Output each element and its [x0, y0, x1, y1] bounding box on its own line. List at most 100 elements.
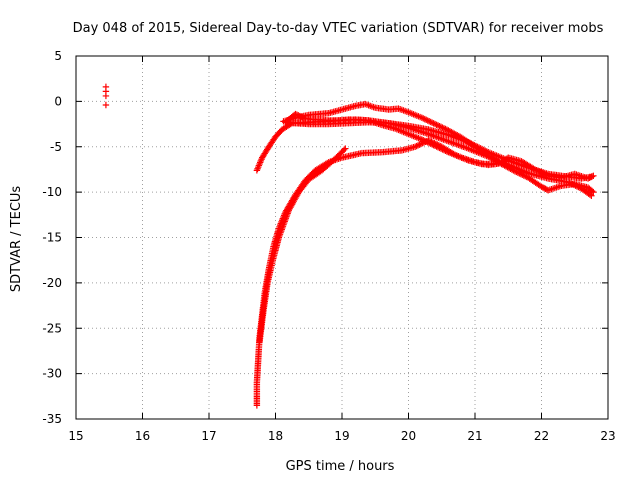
data-point [295, 112, 302, 119]
data-point [421, 115, 428, 123]
data-point [520, 172, 527, 179]
x-tick-label: 22 [534, 429, 549, 443]
data-point [292, 110, 299, 118]
data-point [534, 167, 542, 175]
y-axis-title: SDTVAR / TECUs [9, 186, 24, 293]
data-point [586, 191, 594, 198]
data-point [440, 125, 448, 132]
data-point [531, 166, 539, 173]
y-tick-label: -10 [42, 185, 62, 199]
series-track-e [253, 137, 509, 409]
data-point [424, 117, 431, 124]
x-tick-label: 23 [600, 429, 615, 443]
y-tick-label: -30 [42, 367, 62, 381]
data-point [533, 166, 540, 174]
data-point [435, 142, 442, 149]
data-point [342, 145, 349, 152]
data-point [102, 101, 110, 109]
data-point [413, 142, 420, 150]
y-tick-label: -20 [42, 276, 62, 290]
data-point [539, 169, 546, 177]
data-point [411, 143, 419, 150]
data-point [296, 112, 303, 120]
data-point [443, 126, 451, 133]
data-point [433, 121, 440, 128]
series-track-c [280, 100, 597, 196]
data-point [425, 137, 432, 144]
data-point [428, 119, 436, 126]
data-point [422, 138, 429, 146]
data-point [420, 139, 428, 146]
data-point [513, 168, 520, 176]
data-point [300, 114, 308, 122]
x-tick-label: 15 [68, 429, 83, 443]
data-point [510, 167, 517, 174]
data-point [516, 170, 523, 177]
data-point [431, 140, 438, 147]
data-point [501, 158, 509, 165]
data-point [543, 171, 550, 179]
data-point [436, 122, 443, 130]
data-point [430, 120, 437, 127]
data-point [442, 125, 449, 133]
data-point [517, 170, 525, 178]
data-point [426, 137, 434, 145]
data-point [588, 173, 596, 180]
data-point [590, 188, 597, 196]
data-point [537, 169, 544, 176]
data-point [419, 140, 426, 147]
data-point [340, 146, 348, 154]
marks [102, 83, 597, 409]
data-point [588, 187, 596, 195]
data-point [514, 169, 522, 176]
x-tick-label: 17 [201, 429, 216, 443]
y-tick-label: -25 [42, 321, 62, 335]
x-tick-label: 21 [467, 429, 482, 443]
data-point [417, 140, 425, 148]
axes: 15 16 17 18 19 20 21 22 23 5 0 -5 -10 -15 -20 -25 -30 -35 [42, 49, 615, 443]
series-early-cluster [102, 83, 110, 109]
data-point [431, 120, 439, 128]
x-tick-label: 18 [268, 429, 283, 443]
x-axis-title: GPS time / hours [286, 459, 395, 474]
data-point [414, 142, 422, 149]
data-point [437, 123, 445, 131]
data-point [439, 124, 446, 131]
data-point [299, 114, 306, 121]
data-point [434, 122, 442, 129]
data-point [434, 141, 441, 148]
series-track-f [256, 145, 349, 346]
data-point [536, 168, 543, 175]
x-tick-label: 16 [135, 429, 150, 443]
data-point [425, 118, 433, 125]
data-point [428, 138, 435, 146]
y-tick-label: 5 [54, 49, 62, 63]
data-point [432, 140, 440, 148]
data-point [429, 139, 437, 146]
data-point [427, 118, 434, 126]
data-point [590, 172, 597, 179]
y-tick-label: -15 [42, 231, 62, 245]
data-point [519, 171, 526, 178]
chart-title: Day 048 of 2015, Sidereal Day-to-day VTE… [73, 21, 604, 36]
data-point [418, 114, 425, 121]
data-point [297, 113, 305, 120]
grid [76, 56, 608, 419]
y-tick-label: -35 [42, 412, 62, 426]
data-point [522, 172, 529, 180]
plot-frame [75, 55, 609, 420]
data-point [588, 192, 595, 199]
data-point [540, 170, 547, 177]
data-point [416, 141, 423, 148]
data-point [423, 116, 430, 124]
data-point [420, 115, 427, 122]
x-tick-label: 20 [401, 429, 416, 443]
y-tick-label: 0 [54, 94, 62, 108]
data-point [102, 92, 110, 100]
y-tick-label: -5 [50, 140, 62, 154]
data-point [511, 168, 519, 175]
x-tick-label: 19 [334, 429, 349, 443]
data-point [293, 111, 301, 118]
data-point [541, 171, 549, 178]
